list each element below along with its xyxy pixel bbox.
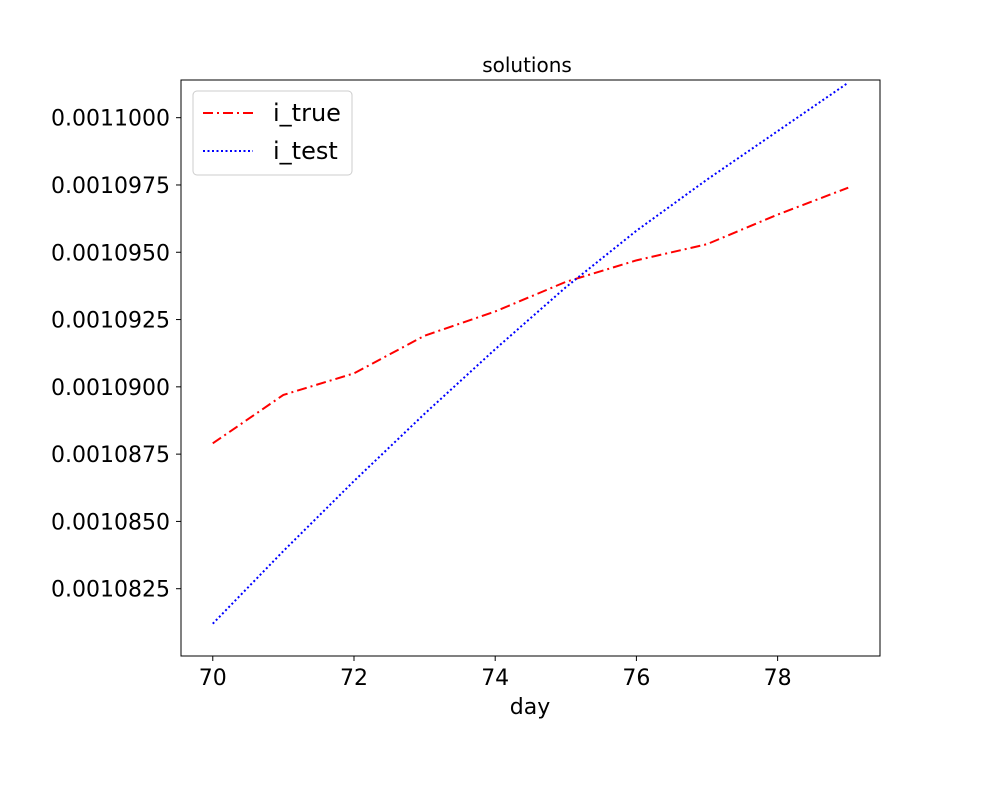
y-tick-label: 0.0010850 bbox=[51, 510, 170, 535]
x-tick-label: 76 bbox=[622, 666, 650, 691]
x-axis: 70 72 74 76 78 bbox=[199, 656, 792, 691]
y-axis: 0.0010825 0.0010850 0.0010875 0.0010900 0.00… bbox=[51, 107, 181, 603]
x-tick-label: 70 bbox=[199, 666, 227, 691]
plot-frame bbox=[180, 79, 881, 657]
y-tick-label: 0.0010825 bbox=[51, 578, 170, 603]
x-tick-label: 74 bbox=[481, 666, 509, 691]
series-line-i-test bbox=[212, 81, 849, 625]
x-axis-label: day bbox=[510, 695, 550, 720]
chart-title: solutions bbox=[482, 53, 572, 77]
y-tick-label: 0.0010950 bbox=[51, 241, 170, 266]
y-tick-label: 0.0011000 bbox=[51, 107, 170, 132]
y-tick-label: 0.0010925 bbox=[51, 309, 170, 334]
x-tick-label: 72 bbox=[340, 666, 368, 691]
legend-label: i_test bbox=[273, 137, 338, 165]
legend-label: i_true bbox=[273, 99, 341, 127]
plot-area bbox=[212, 81, 849, 625]
x-tick-label: 78 bbox=[764, 666, 792, 691]
legend: i_true i_test bbox=[192, 90, 353, 176]
y-tick-label: 0.0010875 bbox=[51, 443, 170, 468]
y-tick-label: 0.0010900 bbox=[51, 376, 170, 401]
series-line-i-true bbox=[212, 186, 849, 445]
y-tick-label: 0.0010975 bbox=[51, 174, 170, 199]
